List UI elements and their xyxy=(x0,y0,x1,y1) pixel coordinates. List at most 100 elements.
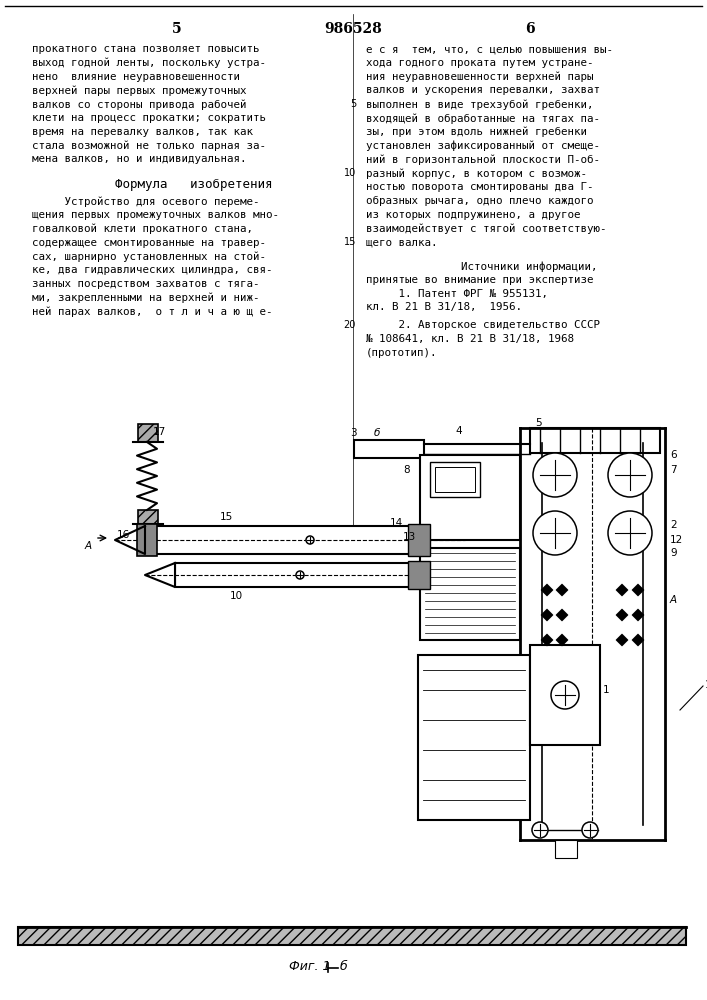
Text: выполнен в виде трехзубой гребенки,: выполнен в виде трехзубой гребенки, xyxy=(366,99,593,110)
Text: стала возможной не только парная за-: стала возможной не только парная за- xyxy=(32,141,266,151)
Bar xyxy=(138,510,158,524)
Text: Фиг. 1: Фиг. 1 xyxy=(289,960,331,973)
Text: 6: 6 xyxy=(670,450,677,460)
Text: 5: 5 xyxy=(350,99,356,109)
Text: сах, шарнирно установленных на стой-: сах, шарнирно установленных на стой- xyxy=(32,251,266,262)
Text: кл. В 21 В 31/18,  1956.: кл. В 21 В 31/18, 1956. xyxy=(366,302,522,312)
Text: 1: 1 xyxy=(603,685,609,695)
Bar xyxy=(408,561,430,589)
Polygon shape xyxy=(632,634,644,646)
Circle shape xyxy=(532,822,548,838)
Bar xyxy=(530,645,600,745)
Polygon shape xyxy=(541,609,553,621)
Text: 17: 17 xyxy=(153,427,166,437)
Text: валков со стороны привода рабочей: валков со стороны привода рабочей xyxy=(32,99,247,110)
Text: 7: 7 xyxy=(670,465,677,475)
Text: 2. Авторское свидетельство СССР: 2. Авторское свидетельство СССР xyxy=(366,320,600,330)
Text: 1: 1 xyxy=(705,680,707,690)
Text: 15: 15 xyxy=(220,512,233,522)
Text: мена валков, но и индивидуальная.: мена валков, но и индивидуальная. xyxy=(32,154,247,164)
Bar xyxy=(175,563,415,587)
Bar xyxy=(418,655,530,820)
Text: 3: 3 xyxy=(350,428,356,438)
Text: валков и ускорения перевалки, захват: валков и ускорения перевалки, захват xyxy=(366,85,600,95)
Bar xyxy=(138,424,158,442)
Text: 14: 14 xyxy=(390,518,403,528)
Text: ке, два гидравлических цилиндра, свя-: ке, два гидравлических цилиндра, свя- xyxy=(32,265,272,275)
Circle shape xyxy=(533,453,577,497)
Text: б: б xyxy=(340,960,348,973)
Text: разный корпус, в котором с возмож-: разный корпус, в котором с возмож- xyxy=(366,168,587,179)
Text: хода годного проката путем устране-: хода годного проката путем устране- xyxy=(366,58,593,68)
Text: прокатного стана позволяет повысить: прокатного стана позволяет повысить xyxy=(32,44,259,54)
Text: Устройство для осевого переме-: Устройство для осевого переме- xyxy=(32,196,259,207)
Text: е с я  тем, что, с целью повышения вы-: е с я тем, что, с целью повышения вы- xyxy=(366,44,613,54)
Bar xyxy=(420,455,520,540)
Text: установлен зафиксированный от смеще-: установлен зафиксированный от смеще- xyxy=(366,141,600,151)
Text: (прототип).: (прототип). xyxy=(366,348,438,358)
Polygon shape xyxy=(541,584,553,596)
Text: образных рычага, одно плечо каждого: образных рычага, одно плечо каждого xyxy=(366,196,593,206)
Text: б: б xyxy=(374,428,380,438)
Polygon shape xyxy=(556,584,568,596)
Polygon shape xyxy=(541,634,553,646)
Text: A: A xyxy=(670,595,677,605)
Text: нено  влияние неуравновешенности: нено влияние неуравновешенности xyxy=(32,72,240,82)
Circle shape xyxy=(296,571,304,579)
Bar xyxy=(430,462,480,497)
Text: 2: 2 xyxy=(670,520,677,530)
Circle shape xyxy=(608,453,652,497)
Bar xyxy=(530,428,660,453)
Text: ней парах валков,  о т л и ч а ю щ е-: ней парах валков, о т л и ч а ю щ е- xyxy=(32,307,272,317)
Text: 4: 4 xyxy=(455,426,462,436)
Polygon shape xyxy=(632,584,644,596)
Text: 1. Патент ФРГ № 955131,: 1. Патент ФРГ № 955131, xyxy=(366,289,548,299)
Text: Источники информации,: Источники информации, xyxy=(396,261,597,272)
Polygon shape xyxy=(616,634,628,646)
Bar xyxy=(555,840,577,858)
Text: ний в горизонтальной плоскости П-об-: ний в горизонтальной плоскости П-об- xyxy=(366,154,600,165)
Text: 13: 13 xyxy=(403,532,416,542)
Text: ми, закрепленными на верхней и ниж-: ми, закрепленными на верхней и ниж- xyxy=(32,293,259,303)
Polygon shape xyxy=(556,634,568,646)
Polygon shape xyxy=(616,584,628,596)
Bar xyxy=(18,927,686,945)
Polygon shape xyxy=(115,526,145,554)
Text: 9: 9 xyxy=(670,548,677,558)
Circle shape xyxy=(551,681,579,709)
Text: верхней пары первых промежуточных: верхней пары первых промежуточных xyxy=(32,85,247,96)
Circle shape xyxy=(306,536,314,544)
Bar xyxy=(435,467,475,492)
Circle shape xyxy=(582,822,598,838)
Text: щего валка.: щего валка. xyxy=(366,237,438,247)
Text: содержащее смонтированные на травер-: содержащее смонтированные на травер- xyxy=(32,238,266,248)
Text: принятые во внимание при экспертизе: принятые во внимание при экспертизе xyxy=(366,275,593,285)
Text: 6: 6 xyxy=(525,22,534,36)
Text: занных посредством захватов с тяга-: занных посредством захватов с тяга- xyxy=(32,279,259,289)
Bar xyxy=(420,548,520,640)
Text: 10: 10 xyxy=(344,168,356,178)
Bar xyxy=(137,524,157,556)
Text: время на перевалку валков, так как: время на перевалку валков, так как xyxy=(32,127,253,137)
Text: 15: 15 xyxy=(344,237,356,247)
Polygon shape xyxy=(556,609,568,621)
Circle shape xyxy=(533,511,577,555)
Text: ния неуравновешенности верхней пары: ния неуравновешенности верхней пары xyxy=(366,72,593,82)
Text: ностью поворота смонтированы два Г-: ностью поворота смонтированы два Г- xyxy=(366,182,593,192)
Text: клети на процесс прокатки; сократить: клети на процесс прокатки; сократить xyxy=(32,113,266,123)
Text: 20: 20 xyxy=(344,320,356,330)
Text: 16: 16 xyxy=(117,530,130,540)
Text: взаимодействует с тягой соответствую-: взаимодействует с тягой соответствую- xyxy=(366,223,607,234)
Text: 10: 10 xyxy=(230,591,243,601)
Text: выход годной ленты, поскольку устра-: выход годной ленты, поскольку устра- xyxy=(32,58,266,68)
Text: 5: 5 xyxy=(535,418,542,428)
Text: говалковой клети прокатного стана,: говалковой клети прокатного стана, xyxy=(32,224,253,234)
Text: из которых подпружинено, а другое: из которых подпружинено, а другое xyxy=(366,210,580,220)
Text: 5: 5 xyxy=(173,22,182,36)
Text: щения первых промежуточных валков мно-: щения первых промежуточных валков мно- xyxy=(32,210,279,220)
Polygon shape xyxy=(616,609,628,621)
Text: 8: 8 xyxy=(404,465,410,475)
Text: A: A xyxy=(85,541,92,551)
Text: 986528: 986528 xyxy=(324,22,382,36)
Polygon shape xyxy=(632,609,644,621)
